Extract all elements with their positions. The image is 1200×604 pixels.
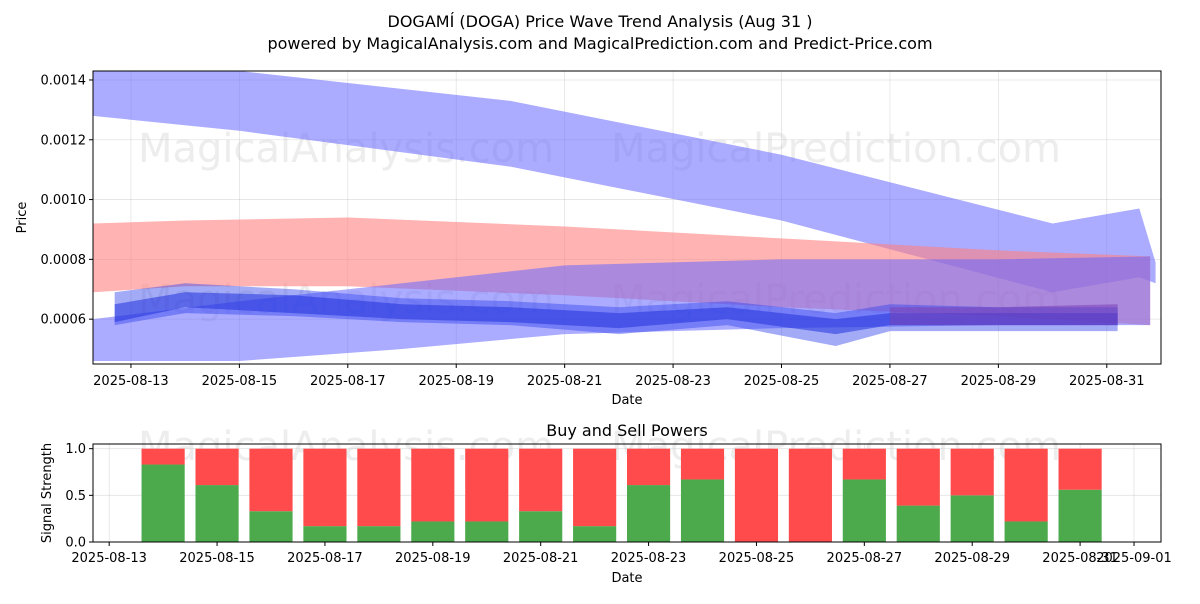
sell-bar (411, 448, 455, 522)
buy-bar (195, 485, 239, 542)
buy-bar (303, 526, 347, 542)
price-y-tick-label: 0.0014 (41, 73, 87, 88)
buy-bar (842, 479, 886, 542)
price-band-5 (889, 304, 1118, 326)
price-x-tick-label: 2025-08-21 (527, 374, 603, 389)
buy-bar (249, 511, 293, 542)
price-band-2 (93, 256, 1151, 362)
price-band-0 (93, 71, 1156, 293)
signal-x-tick-label: 2025-08-13 (71, 551, 147, 566)
buy-bar (519, 511, 563, 542)
sell-bar (249, 448, 293, 512)
price-y-tick-label: 0.0010 (41, 193, 87, 208)
price-y-tick-label: 0.0006 (41, 313, 87, 328)
sell-bar (842, 448, 886, 480)
sell-bar (465, 448, 509, 522)
price-x-tick-label: 2025-08-19 (418, 374, 494, 389)
price-y-tick-label: 0.0012 (41, 133, 87, 148)
price-x-tick-label: 2025-08-29 (961, 374, 1037, 389)
buy-bar (896, 505, 940, 542)
signal-y-tick-label: 0.5 (65, 489, 86, 504)
signal-x-tick-label: 2025-08-21 (503, 551, 579, 566)
buy-bar (573, 526, 617, 542)
price-x-tick-label: 2025-08-13 (93, 374, 169, 389)
price-x-tick-label: 2025-08-15 (202, 374, 278, 389)
sell-bar (788, 448, 832, 542)
sell-bar (680, 448, 725, 480)
signal-x-tick-label: 2025-08-29 (934, 551, 1010, 566)
signal-x-tick-label: 2025-08-23 (611, 551, 687, 566)
buy-bar (627, 485, 671, 542)
price-y-axis-label: Price (15, 202, 30, 234)
buy-bar (465, 521, 509, 542)
sell-bar (195, 448, 239, 486)
sell-bar (627, 448, 671, 486)
sell-bar (1004, 448, 1048, 522)
price-bands (93, 71, 1156, 362)
buy-bar (357, 526, 401, 542)
signal-x-tick-label: 2025-09-01 (1096, 551, 1172, 566)
signal-x-tick-label: 2025-08-19 (395, 551, 471, 566)
price-band-4 (114, 292, 1118, 335)
chart-subtitle: powered by MagicalAnalysis.com and Magic… (267, 34, 932, 53)
signal-plot-frame (92, 443, 1162, 543)
sell-bar (303, 448, 347, 527)
price-y-tick-label: 0.0008 (41, 253, 87, 268)
sell-bar (519, 448, 563, 512)
signal-panel: MagicalAnalysis.com MagicalPrediction.com… (40, 421, 1172, 586)
buy-bar (411, 521, 455, 542)
buy-bar (1058, 489, 1102, 542)
signal-title: Buy and Sell Powers (546, 421, 708, 440)
buy-bar (1004, 521, 1048, 542)
signal-x-tick-label: 2025-08-25 (719, 551, 795, 566)
buy-bar (950, 495, 994, 542)
price-x-tick-label: 2025-08-27 (852, 374, 928, 389)
chart-title: DOGAMÍ (DOGA) Price Wave Trend Analysis … (388, 12, 813, 31)
price-x-axis-label: Date (611, 393, 642, 408)
buy-bar (680, 479, 725, 542)
price-x-tick-label: 2025-08-17 (310, 374, 386, 389)
signal-y-axis-label: Signal Strength (40, 443, 55, 543)
sell-bar (896, 448, 940, 506)
signal-x-tick-label: 2025-08-17 (287, 551, 363, 566)
signal-x-tick-label: 2025-08-31 (1042, 551, 1118, 566)
signal-y-tick-label: 0.0 (65, 536, 86, 551)
price-x-tick-label: 2025-08-25 (744, 374, 820, 389)
price-x-tick-label: 2025-08-31 (1069, 374, 1145, 389)
sell-bar (573, 448, 617, 527)
buy-bar (141, 464, 185, 542)
price-plot-frame (92, 70, 1162, 365)
signal-x-tick-label: 2025-08-15 (179, 551, 255, 566)
signal-x-axis-label: Date (611, 571, 642, 586)
signal-x-tick-label: 2025-08-27 (827, 551, 903, 566)
signal-y-tick-label: 1.0 (65, 442, 86, 457)
price-panel: MagicalAnalysis.com MagicalPrediction.com… (15, 70, 1162, 408)
sell-bar (1058, 448, 1102, 490)
sell-bar (950, 448, 994, 496)
sell-bar (357, 448, 401, 527)
price-x-tick-label: 2025-08-23 (635, 374, 711, 389)
sell-bar (734, 448, 779, 542)
sell-bar (141, 448, 185, 465)
